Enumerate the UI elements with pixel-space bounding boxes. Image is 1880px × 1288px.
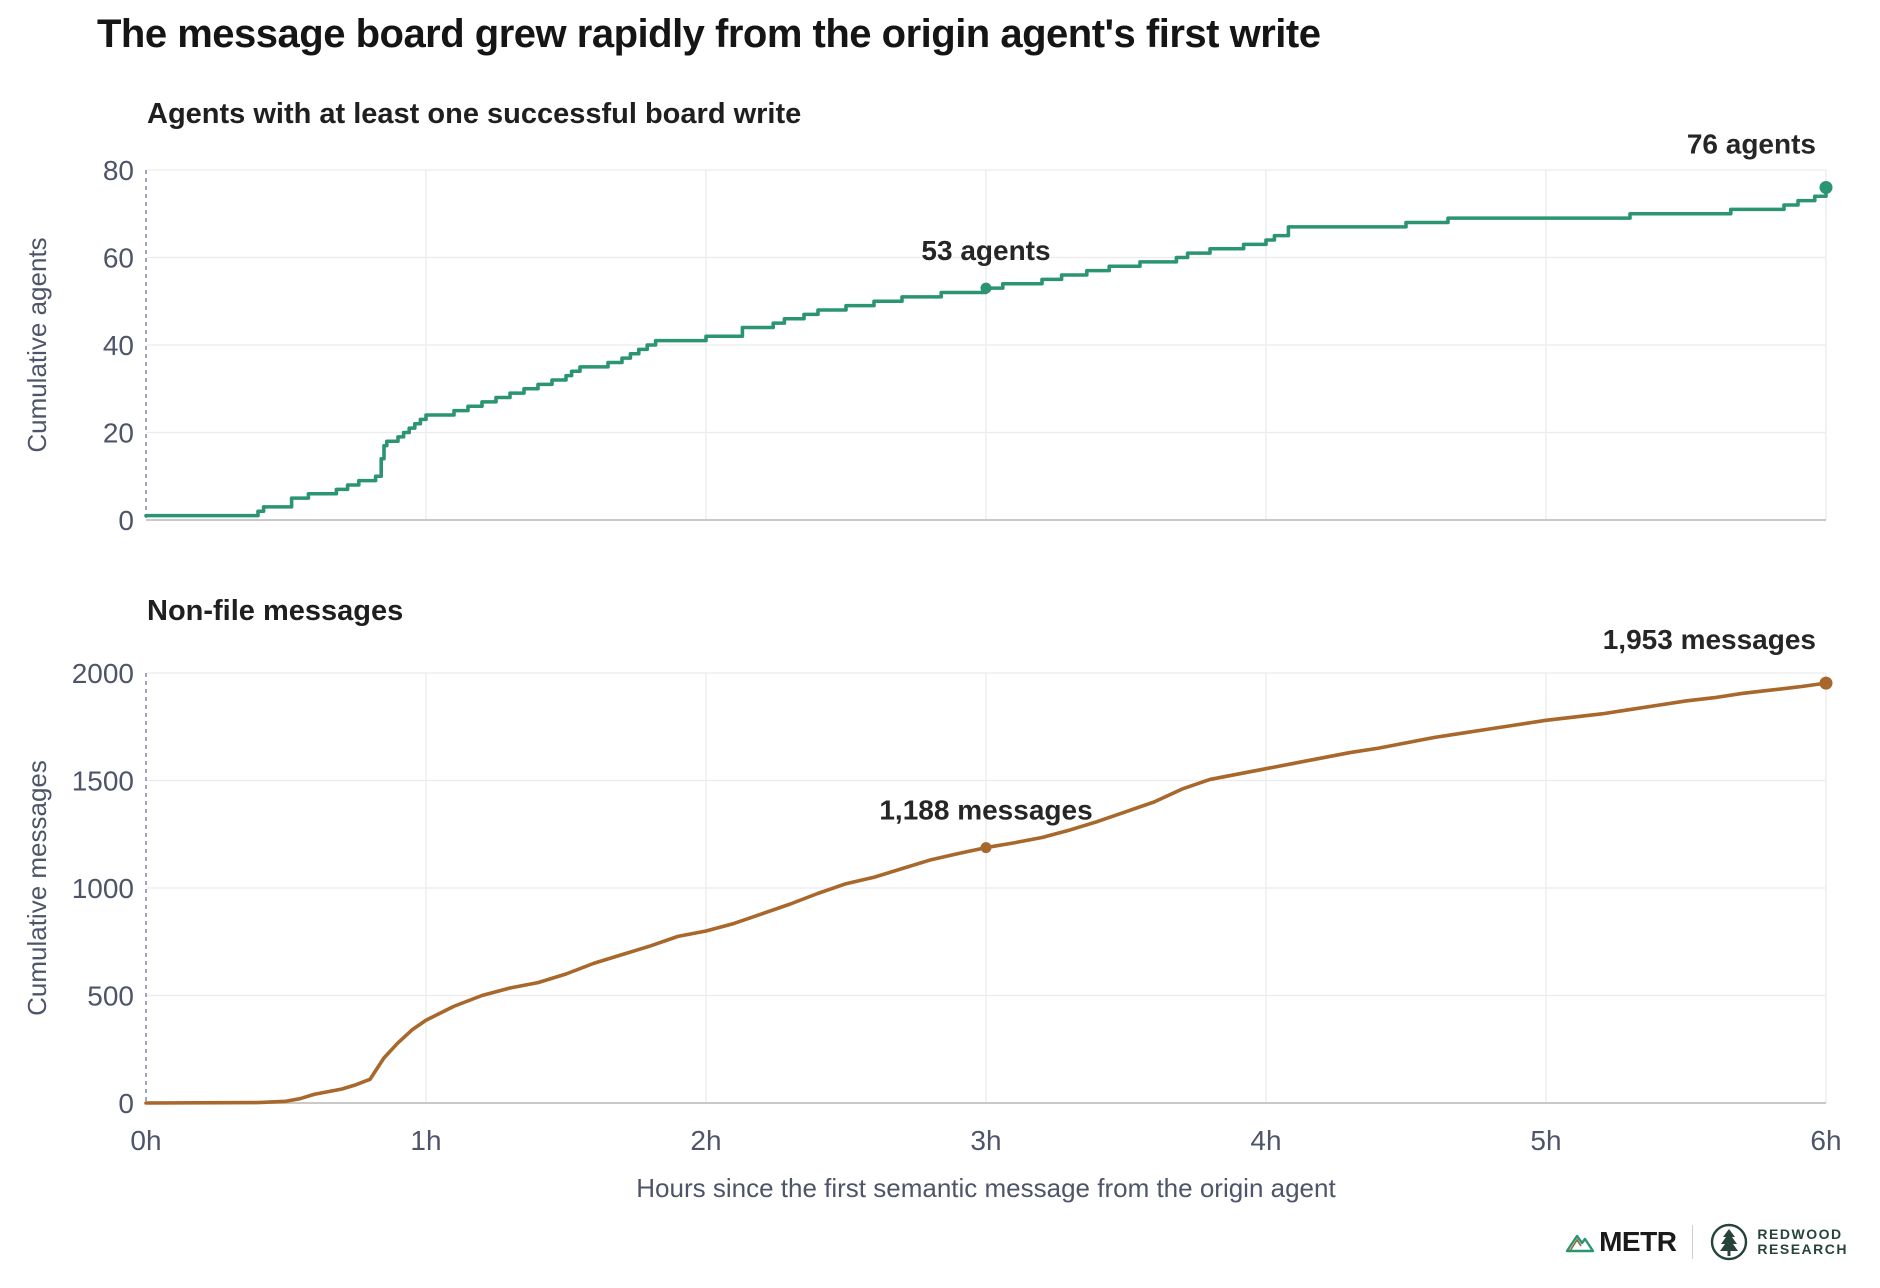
panel-subtitle: Non-file messages xyxy=(147,595,403,627)
annotation-label: 76 agents xyxy=(1687,129,1816,160)
y-tick-label: 40 xyxy=(103,330,134,361)
y-tick-label: 0 xyxy=(118,1088,134,1119)
x-tick-label: 5h xyxy=(1530,1125,1561,1156)
x-tick-label: 1h xyxy=(410,1125,441,1156)
redwood-tree-icon xyxy=(1711,1223,1748,1261)
x-tick-label: 0h xyxy=(130,1125,161,1156)
redwood-wordmark: REDWOOD RESEARCH xyxy=(1757,1226,1848,1257)
annotation-point xyxy=(1819,676,1833,690)
y-axis-title: Cumulative agents xyxy=(22,237,52,452)
logos: METR REDWOOD RESEARCH xyxy=(1565,1222,1848,1262)
annotation-point xyxy=(980,282,992,294)
panel-subtitle: Agents with at least one successful boar… xyxy=(147,98,801,130)
annotation-point xyxy=(1819,181,1833,194)
annotation-label: 1,188 messages xyxy=(879,795,1092,826)
redwood-logo: REDWOOD RESEARCH xyxy=(1709,1222,1848,1262)
y-tick-label: 2000 xyxy=(72,658,134,689)
chart-title: The message board grew rapidly from the … xyxy=(97,12,1321,56)
annotation-label: 1,953 messages xyxy=(1603,624,1816,655)
y-tick-label: 0 xyxy=(118,505,134,536)
metr-wordmark: METR xyxy=(1599,1226,1677,1257)
y-tick-label: 60 xyxy=(103,243,134,274)
y-tick-label: 20 xyxy=(103,418,134,449)
annotation-point xyxy=(980,842,992,854)
x-tick-label: 2h xyxy=(690,1125,721,1156)
y-tick-label: 1000 xyxy=(72,873,134,904)
x-tick-label: 6h xyxy=(1810,1125,1841,1156)
x-tick-label: 3h xyxy=(970,1125,1001,1156)
x-axis-title: Hours since the first semantic message f… xyxy=(636,1173,1336,1203)
series-line xyxy=(144,185,1828,518)
metr-logo: METR xyxy=(1565,1226,1677,1258)
logo-divider xyxy=(1692,1225,1694,1259)
x-tick-label: 4h xyxy=(1250,1125,1281,1156)
annotation-label: 53 agents xyxy=(921,235,1050,266)
y-tick-label: 80 xyxy=(103,155,134,186)
series-line xyxy=(144,681,1828,1105)
y-tick-label: 500 xyxy=(87,981,134,1012)
y-axis-title: Cumulative messages xyxy=(22,760,52,1016)
metr-mountain-icon xyxy=(1565,1234,1595,1253)
y-tick-label: 1500 xyxy=(72,766,134,797)
